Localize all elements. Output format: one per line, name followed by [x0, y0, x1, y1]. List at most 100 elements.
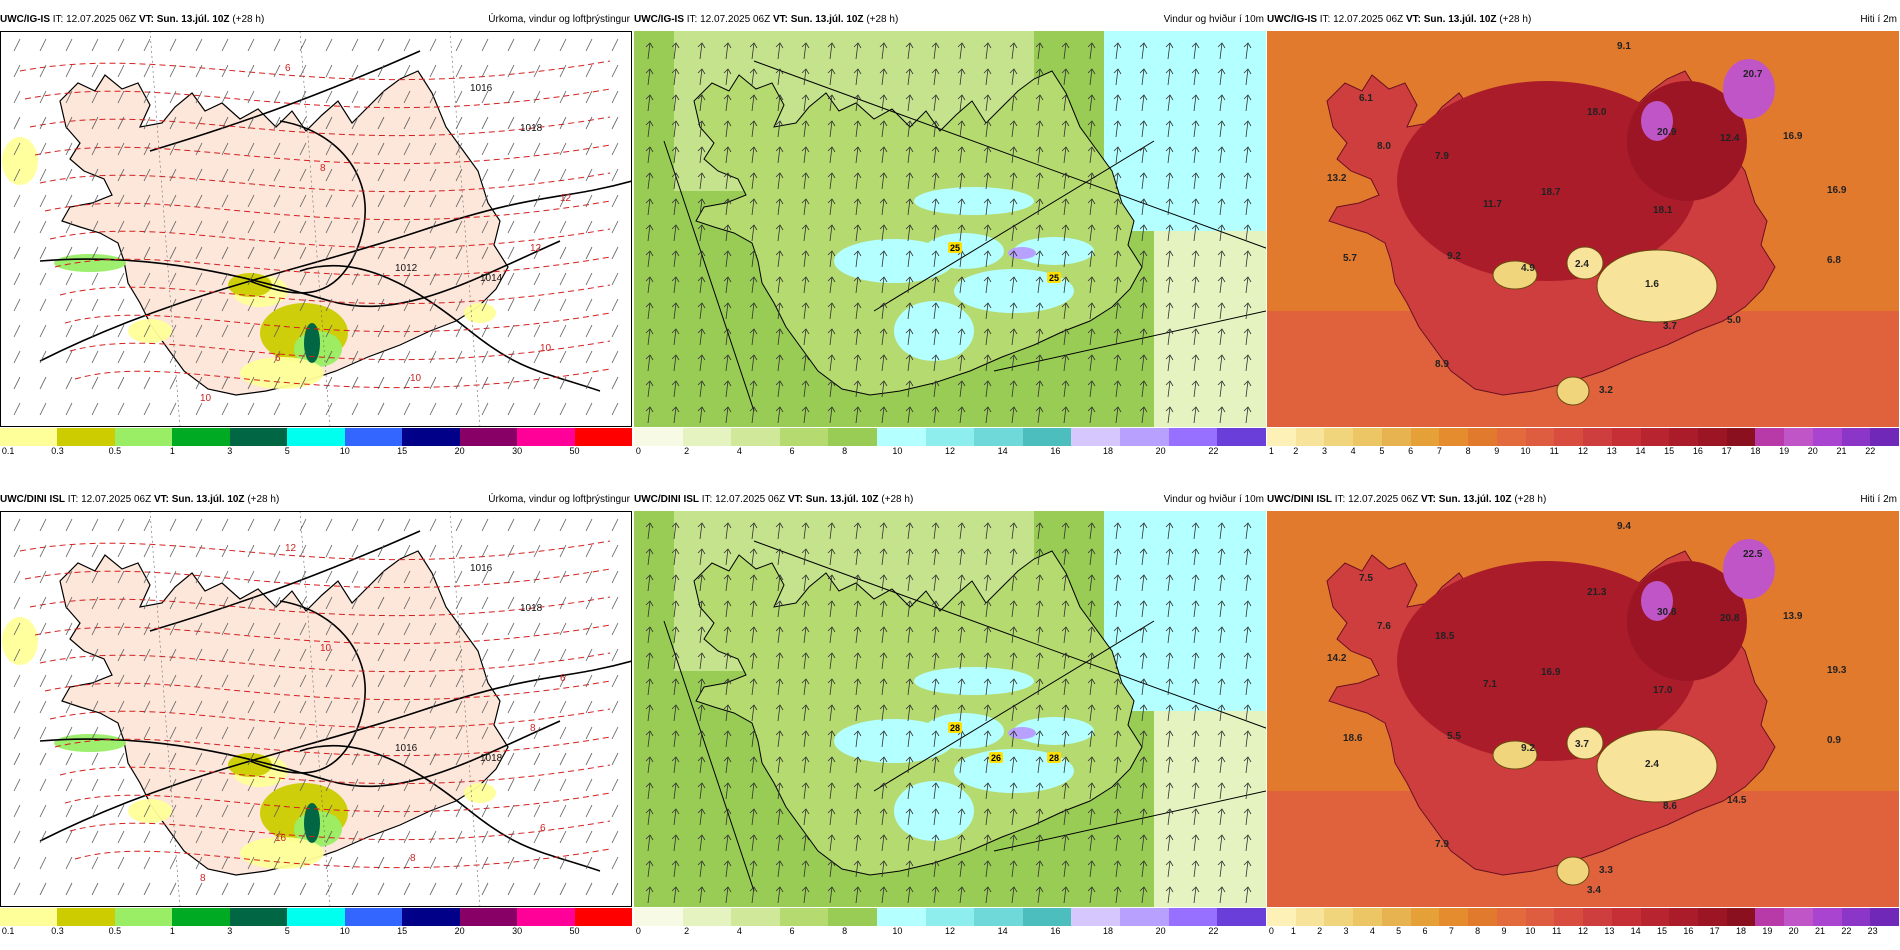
colorbar-tick: 30: [512, 446, 523, 456]
wind-arrow: [1113, 756, 1122, 774]
wind-arrow: [1061, 68, 1070, 86]
wind-arrow: [1165, 678, 1174, 696]
wind-barb: [247, 90, 255, 104]
wind-arrow: [1087, 678, 1096, 696]
wind-arrow: [1243, 808, 1252, 826]
wind-arrow: [827, 380, 836, 398]
wind-arrow: [801, 600, 810, 618]
colorbar-tick: 15: [397, 926, 408, 936]
wind-barb: [507, 856, 515, 870]
wind-arrow: [775, 198, 784, 216]
wind-barb: [91, 90, 99, 104]
wind-barb: [325, 376, 333, 390]
temp-value-label: 17.0: [1653, 685, 1673, 696]
temp-value-label: 16.9: [1827, 185, 1847, 196]
wind-barb: [247, 376, 255, 390]
wind-arrow: [983, 406, 992, 424]
wind-barb: [91, 376, 99, 390]
wind-barb: [273, 324, 281, 338]
wind-barb: [481, 38, 489, 52]
wind-arrow: [983, 626, 992, 644]
colorbar-swatch: [974, 908, 1023, 926]
wind-barb: [559, 830, 567, 844]
cool-glacier: [1492, 740, 1538, 770]
wind-arrow: [801, 756, 810, 774]
colorbar-swatch: [1439, 428, 1469, 446]
wind-arrow: [1165, 834, 1174, 852]
wind-arrow: [957, 782, 966, 800]
colorbar-swatch: [1217, 428, 1266, 446]
wind-arrow: [1165, 860, 1174, 878]
wind-arrow: [775, 730, 784, 748]
wind-barb: [221, 752, 229, 766]
precip-area: [128, 799, 172, 823]
wind-barb: [611, 518, 619, 532]
wind-barb: [117, 246, 125, 260]
wind-arrow: [827, 678, 836, 696]
wind-arrow: [853, 782, 862, 800]
wind-arrow: [1217, 120, 1226, 138]
wind-arrow: [645, 782, 654, 800]
wind-arrow: [827, 548, 836, 566]
wind-barb: [585, 856, 593, 870]
cool-glacier: [1596, 729, 1718, 803]
wind-barb: [611, 752, 619, 766]
wind-arrow: [1113, 224, 1122, 242]
init-label: IT:: [1319, 14, 1331, 25]
wind-barb: [351, 376, 359, 390]
wind-barb: [533, 622, 541, 636]
colorbar-tick: 10: [339, 446, 350, 456]
wind-barb: [585, 518, 593, 532]
wind-arrow: [723, 380, 732, 398]
wind-arrow: [1139, 886, 1148, 904]
wind-arrow: [1061, 42, 1070, 60]
wind-arrow: [905, 808, 914, 826]
wind-arrow: [775, 652, 784, 670]
wind-barb: [533, 194, 541, 208]
wind-arrow: [931, 250, 940, 268]
wind-arrow: [1009, 522, 1018, 540]
wind-arrow: [775, 328, 784, 346]
wind-field-zone: [1104, 31, 1266, 231]
wind-barb: [65, 544, 73, 558]
wind-arrow: [749, 380, 758, 398]
contour-label: 12: [560, 193, 572, 204]
wind-barb: [247, 648, 255, 662]
wind-arrow: [1009, 548, 1018, 566]
wind-barb: [559, 570, 567, 584]
wind-barb: [559, 246, 567, 260]
wind-barb: [247, 142, 255, 156]
wind-barb: [507, 648, 515, 662]
wind-barb: [325, 142, 333, 156]
valid-time: VT: Sun. 13.júl. 10Z: [772, 14, 864, 25]
colorbar-tick: 6: [789, 926, 795, 936]
wind-barb: [351, 246, 359, 260]
wind-barb: [273, 700, 281, 714]
wind-barb: [39, 220, 47, 234]
wind-arrow: [1087, 354, 1096, 372]
wind-barb: [195, 648, 203, 662]
wind-barb: [481, 272, 489, 286]
isobar: [39, 180, 632, 362]
wind-barb: [13, 298, 21, 312]
colorbar-tick: 2: [684, 446, 690, 456]
temp-contour: [74, 368, 611, 389]
wind-barb: [455, 804, 463, 818]
wind-arrow: [1139, 302, 1148, 320]
wind-arrow: [957, 626, 966, 644]
colorbar-swatch: [459, 908, 518, 926]
wind-arrow: [1061, 522, 1070, 540]
wind-arrow: [1217, 678, 1226, 696]
wind-arrow: [671, 522, 680, 540]
wind-barb: [221, 570, 229, 584]
wind-barb: [481, 856, 489, 870]
colorbar-tick: 15: [397, 446, 408, 456]
colorbar-swatch: [1784, 428, 1813, 446]
wind-arrow: [775, 276, 784, 294]
colorbar-swatch: [114, 428, 173, 446]
wind-arrow: [879, 146, 888, 164]
wind-arrow: [1243, 600, 1252, 618]
wind-arrow: [671, 250, 680, 268]
wind-arrow: [1165, 626, 1174, 644]
colorbar-tick: 50: [569, 926, 580, 936]
